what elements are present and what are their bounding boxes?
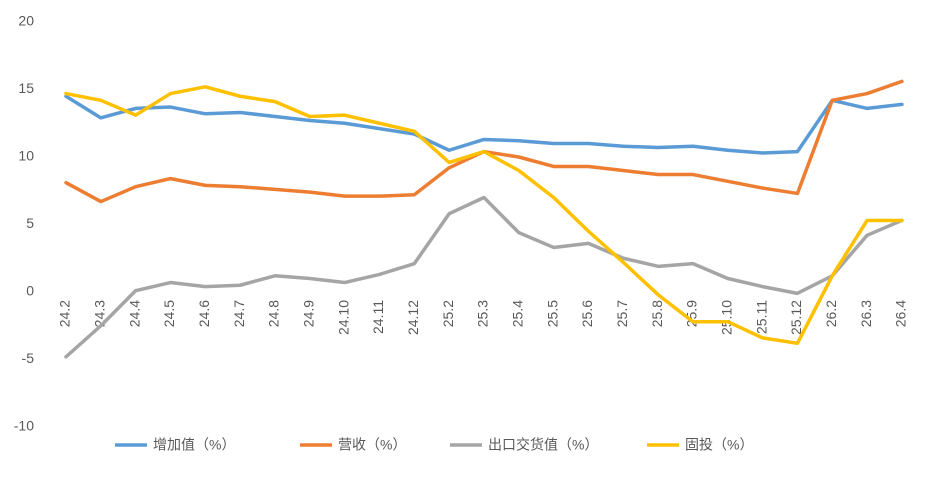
x-tick-label: 26.2 [823,300,839,327]
x-tick-label: 24.2 [57,300,73,327]
x-tick-label: 25.2 [440,300,456,327]
legend-label: 营收（%） [338,437,406,453]
x-tick-label: 24.3 [92,300,108,327]
series-line [64,85,904,346]
y-tick-label: 5 [26,215,34,231]
x-tick-label: 26.3 [858,300,874,327]
x-tick-label: 25.8 [649,300,665,327]
x-tick-label: 25.4 [509,300,525,327]
x-tick-label: 24.9 [301,300,317,327]
x-tick-label: 24.8 [266,300,282,327]
legend-label: 出口交货值（%） [488,437,598,453]
x-tick-label: 25.10 [718,300,734,335]
y-tick-label: 20 [18,13,34,29]
legend-label: 增加值（%） [153,437,235,453]
y-tick-label: 0 [26,283,34,299]
x-tick-label: 24.10 [335,300,351,335]
x-tick-label: 26.4 [893,300,909,327]
y-tick-label: -10 [14,418,34,434]
x-tick-label: 25.12 [788,300,804,335]
x-tick-label: 24.6 [196,300,212,327]
y-tick-label: -5 [22,350,35,366]
x-tick-label: 25.3 [475,300,491,327]
y-tick-label: 15 [18,80,34,96]
series-line [64,94,904,155]
x-tick-label: 25.7 [614,300,630,327]
y-tick-label: 10 [18,148,34,164]
legend-label: 固投（%） [685,437,753,453]
series-line [64,195,904,359]
series-line [64,79,904,204]
x-tick-label: 24.7 [231,300,247,327]
x-tick-label: 24.5 [161,300,177,327]
x-tick-label: 24.4 [126,300,142,327]
x-tick-label: 24.12 [405,300,421,335]
x-tick-label: 25.5 [544,300,560,327]
x-tick-label: 25.6 [579,300,595,327]
x-tick-label: 25.11 [753,300,769,334]
x-tick-label: 24.11 [370,300,386,334]
